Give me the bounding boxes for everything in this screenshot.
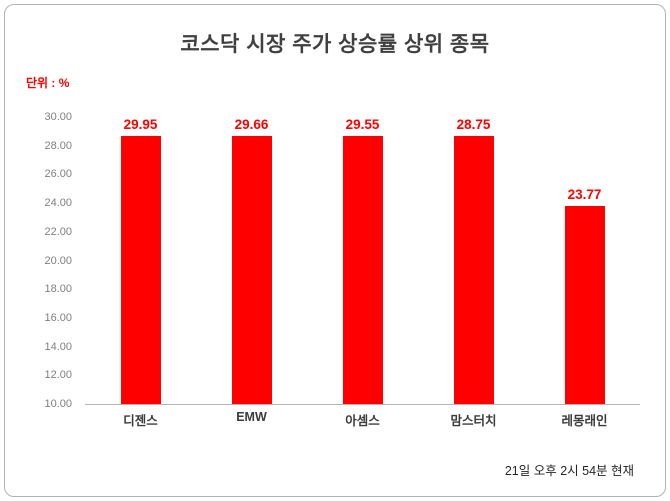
bar-value-label: 23.77 bbox=[567, 187, 602, 203]
bar-group: 23.77 bbox=[529, 117, 640, 404]
y-axis-tick-label: 26.00 bbox=[44, 168, 72, 181]
y-axis-tick-label: 10.00 bbox=[44, 398, 72, 410]
bar-value-label: 28.75 bbox=[456, 117, 491, 132]
timestamp-note: 21일 오후 2시 54분 현재 bbox=[504, 464, 634, 478]
bar-group: 29.95 bbox=[85, 117, 196, 404]
unit-label: 단위 : % bbox=[26, 76, 70, 90]
bar-group: 29.66 bbox=[196, 117, 307, 404]
bar bbox=[120, 136, 161, 404]
bar bbox=[231, 136, 272, 404]
y-axis-ticks: 30.00 28.00 26.00 24.00 22.00 20.00 18.00 16.00… bbox=[14, 111, 72, 410]
y-axis-tick-label: 20.00 bbox=[44, 254, 72, 267]
bar-group: 28.75 bbox=[418, 117, 529, 404]
bar-group: 29.55 bbox=[307, 117, 418, 404]
bar-value-label: 29.55 bbox=[345, 117, 380, 132]
y-axis-tick-label: 16.00 bbox=[44, 311, 72, 324]
plot-area: 29.95 29.66 29.55 28.75 23.77 bbox=[85, 117, 640, 405]
bar bbox=[564, 206, 605, 404]
chart-title: 코스닥 시장 주가 상승률 상위 종목 bbox=[180, 33, 490, 56]
y-axis-tick-label: 30.00 bbox=[44, 111, 72, 123]
bar-value-label: 29.95 bbox=[123, 117, 158, 132]
bar bbox=[342, 136, 383, 404]
category-label: EMW bbox=[236, 410, 267, 424]
x-axis-labels: 디젠스 EMW 아셈스 맘스터치 레몽래인 bbox=[85, 410, 640, 429]
category-label: 디젠스 bbox=[123, 414, 158, 428]
y-axis-tick-label: 28.00 bbox=[44, 139, 72, 152]
category-label: 레몽래인 bbox=[561, 414, 608, 428]
y-axis-tick-label: 24.00 bbox=[44, 197, 72, 210]
y-axis-tick-label: 22.00 bbox=[44, 225, 72, 238]
category-label: 아셈스 bbox=[345, 414, 380, 428]
y-axis-tick-label: 12.00 bbox=[44, 369, 72, 382]
category-label: 맘스터치 bbox=[450, 414, 497, 428]
bar-value-label: 29.66 bbox=[234, 117, 269, 132]
bar bbox=[453, 136, 494, 404]
y-axis-tick-label: 14.00 bbox=[44, 340, 72, 353]
y-axis-tick-label: 18.00 bbox=[44, 283, 72, 296]
